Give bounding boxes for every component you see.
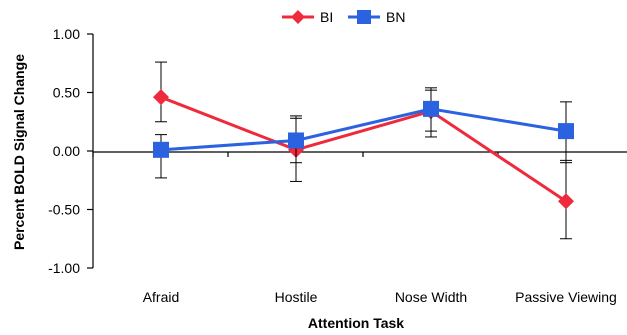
series-bn	[153, 89, 574, 179]
y-axis-title: Percent BOLD Signal Change	[11, 54, 27, 250]
y-tick-label: 0.50	[53, 85, 80, 101]
y-tick-label: -1.00	[48, 260, 80, 276]
y-ticks: 1.00 0.50 0.00 -0.50 -1.00	[48, 26, 93, 276]
x-axis-title: Attention Task	[308, 315, 404, 331]
legend-marker-bn	[357, 10, 371, 24]
legend-label-bi: BI	[320, 9, 333, 25]
y-tick-label: 0.00	[53, 143, 80, 159]
x-tick-label: Hostile	[275, 289, 318, 305]
series-line-bn	[160, 107, 567, 152]
x-tick-labels: Afraid Hostile Nose Width Passive Viewing	[92, 152, 617, 305]
series-bi	[153, 61, 574, 240]
data-point-bn	[153, 141, 169, 158]
legend-item-bn: BN	[348, 9, 405, 25]
legend-item-bi: BI	[282, 9, 333, 25]
y-tick-label: 1.00	[53, 26, 80, 42]
series-line-bi	[160, 95, 567, 203]
data-point-bn	[423, 100, 439, 117]
data-point-bi	[558, 193, 574, 210]
data-point-bn	[558, 123, 574, 140]
data-point-bn	[288, 132, 304, 149]
x-tick-label: Afraid	[143, 289, 180, 305]
x-tick-label: Passive Viewing	[515, 289, 617, 305]
y-tick-label: -0.50	[48, 202, 80, 218]
legend-marker-bi	[291, 10, 305, 24]
series-layer	[153, 61, 574, 240]
legend: BI BN	[282, 9, 405, 25]
legend-label-bn: BN	[386, 9, 405, 25]
data-point-bi	[153, 89, 169, 106]
x-tick-label: Nose Width	[395, 289, 467, 305]
